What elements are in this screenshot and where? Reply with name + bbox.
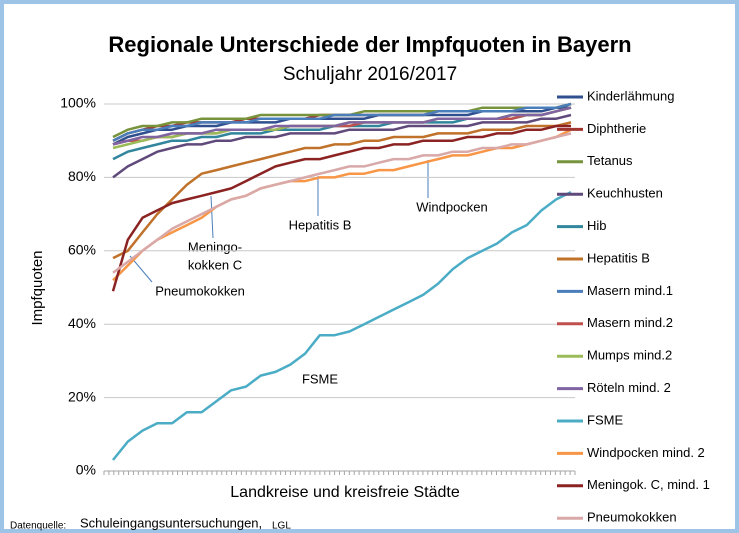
annotation: Hepatitis B	[289, 217, 352, 232]
series-line	[112, 113, 572, 179]
y-axis-label: Impfquoten	[29, 250, 46, 325]
series-line	[111, 124, 571, 292]
series-line	[112, 121, 572, 260]
y-tick-label: 40%	[68, 315, 96, 331]
annotation: Windpocken	[416, 199, 488, 214]
legend-label: Pneumokokken	[587, 510, 677, 525]
legend-label: Windpocken mind. 2	[587, 445, 705, 460]
chart-title: Regionale Unterschiede der Impfquoten in…	[108, 32, 631, 57]
y-tick-label: 100%	[60, 95, 96, 111]
source-label: Datenquelle:	[10, 521, 66, 532]
y-tick-label: 20%	[68, 388, 96, 404]
series-line	[112, 106, 572, 146]
legend-label: Hepatitis B	[587, 250, 650, 265]
source-org: LGL	[272, 521, 291, 532]
annotation: Meningo-	[188, 239, 242, 254]
legend-label: Meningok. C, mind. 1	[587, 477, 710, 492]
legend-label: Röteln mind. 2	[587, 380, 671, 395]
annotation: kokken C	[188, 257, 242, 272]
y-tick-label: 0%	[76, 462, 96, 478]
annotation: Pneumokokken	[155, 283, 245, 298]
legend-label: Diphtherie	[587, 121, 646, 136]
x-axis-label: Landkreise und kreisfreie Städte	[230, 484, 460, 501]
legend-label: Kinderlähmung	[587, 88, 674, 103]
legend-label: Masern mind.2	[587, 315, 673, 330]
leader-line	[210, 195, 214, 239]
y-tick-label: 80%	[68, 168, 96, 184]
y-tick-label: 60%	[68, 242, 96, 258]
series-line	[112, 190, 572, 461]
series-line	[112, 102, 572, 142]
legend-label: Hib	[587, 218, 607, 233]
legend-label: FSME	[587, 412, 623, 427]
legend-label: Masern mind.1	[587, 283, 673, 298]
chart-subtitle: Schuljahr 2016/2017	[283, 64, 457, 85]
legend-label: Mumps mind.2	[587, 348, 672, 363]
legend-label: Keuchhusten	[587, 186, 663, 201]
legend-label: Tetanus	[587, 153, 633, 168]
annotation: FSME	[302, 371, 338, 386]
series-line	[112, 132, 572, 274]
source-text: Schuleingangsuntersuchungen,	[80, 515, 262, 530]
